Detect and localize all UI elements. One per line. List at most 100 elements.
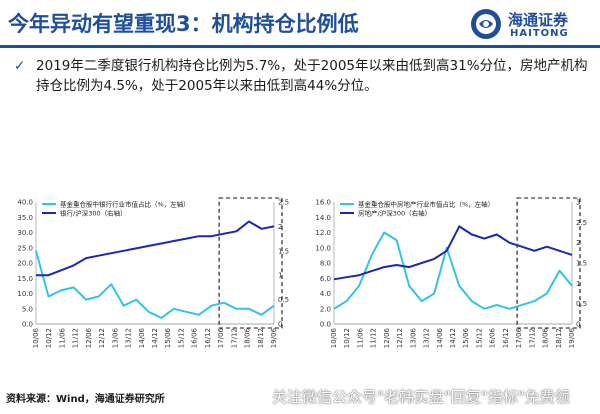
x-tick-group: 17/06: [217, 327, 225, 348]
x-tick-group: 11/12: [72, 328, 80, 348]
x-tick-label: 12/06: [85, 327, 93, 348]
y-right-tick-label: 2.5: [576, 219, 587, 227]
x-tick-label: 11/12: [370, 328, 378, 348]
x-tick-label: 10/06: [32, 327, 40, 348]
x-tick-label: 16/12: [502, 328, 510, 348]
y-right-tick-label: 2: [576, 239, 580, 247]
y-left-tick-label: 12.0: [315, 229, 331, 237]
x-tick-group: 16/12: [502, 328, 510, 348]
x-tick-group: 13/12: [423, 328, 431, 348]
y-right-tick-label: 1.5: [278, 247, 289, 255]
x-tick-group: 12/12: [98, 328, 106, 348]
y-left-tick-label: 25.0: [17, 244, 33, 252]
bank-holding-chart: 0.0 5.0 10.0 15.0 20.0 25.0 30.0 35.0 40.0 0 0.5 1 1…: [2, 188, 302, 358]
x-tick-group: 14/06: [138, 327, 146, 348]
x-tick-group: 15/12: [177, 328, 185, 348]
slide-header: 今年异动有望重现3：机构持仓比例低 海通证券 HAITONG: [0, 0, 600, 48]
x-tick-group: 18/06: [244, 327, 252, 348]
legend-label-1: 房地产/沪深300（右轴）: [358, 209, 431, 218]
x-tick-label: 12/12: [98, 328, 106, 348]
x-tick-label: 15/12: [177, 328, 185, 348]
y-left-tick-label: 10.0: [315, 244, 331, 252]
series-line-1: [333, 225, 573, 281]
y-right-tick-label: 0: [278, 321, 282, 329]
x-tick-label: 13/12: [125, 328, 133, 348]
x-tick-group: 15/06: [164, 327, 172, 348]
x-tick-group: 18/06: [542, 327, 550, 348]
x-tick-group: 15/06: [462, 327, 470, 348]
x-tick-label: 12/06: [383, 327, 391, 348]
x-tick-group: 19/06: [270, 327, 278, 348]
logo-chinese-name: 海通证券: [508, 11, 569, 29]
y-right-tick-label: 3: [576, 199, 580, 207]
company-logo: 海通证券 HAITONG: [470, 8, 598, 42]
y-left-tick-label: 20.0: [17, 260, 33, 268]
x-tick-group: 17/12: [230, 328, 238, 348]
y-right-tick-label: 2: [278, 223, 282, 231]
x-tick-group: 17/06: [515, 327, 523, 348]
x-tick-label: 14/12: [449, 328, 457, 348]
y-right-tick-label: 0: [576, 321, 580, 329]
x-tick-group: 18/12: [257, 328, 265, 348]
title-divider: [0, 45, 600, 48]
x-tick-group: 10/12: [45, 328, 53, 348]
x-tick-group: 13/06: [111, 327, 119, 348]
x-tick-label: 10/12: [343, 328, 351, 348]
x-tick-group: 12/06: [383, 327, 391, 348]
x-tick-label: 11/06: [356, 327, 364, 348]
x-tick-label: 18/06: [542, 327, 550, 348]
y-left-tick-label: 10.0: [17, 290, 33, 298]
y-left-tick-label: 2.0: [320, 305, 331, 313]
highlight-box: [516, 197, 581, 329]
x-tick-label: 13/06: [111, 327, 119, 348]
x-tick-group: 16/06: [489, 327, 497, 348]
y-left-tick-label: 4.0: [320, 290, 331, 298]
y-left-tick-label: 6.0: [320, 275, 331, 283]
x-tick-label: 14/06: [138, 327, 146, 348]
y-right-tick-label: 1.5: [576, 260, 587, 268]
x-tick-label: 18/12: [257, 328, 265, 348]
x-tick-label: 14/06: [436, 327, 444, 348]
x-tick-group: 11/12: [370, 328, 378, 348]
x-tick-group: 17/12: [528, 328, 536, 348]
x-tick-label: 10/12: [45, 328, 53, 348]
logo-english-name: HAITONG: [510, 28, 569, 39]
watermark-text: 关注微信公众号"老韩实盘"回复"指标"免费领: [272, 388, 570, 406]
y-left-tick-label: 0.0: [22, 321, 33, 329]
x-tick-label: 11/12: [72, 328, 80, 348]
series-line-0: [333, 231, 573, 310]
y-left-tick-label: 14.0: [315, 214, 331, 222]
x-tick-label: 17/12: [230, 328, 238, 348]
y-left-tick-label: 5.0: [22, 305, 33, 313]
x-tick-group: 12/06: [85, 327, 93, 348]
x-tick-label: 13/06: [409, 327, 417, 348]
source-note: 资料来源：Wind，海通证券研究所: [6, 394, 165, 405]
legend-label-0: 基金重仓股中房地产行业市值占比（%，左轴）: [358, 200, 494, 209]
x-tick-group: 13/06: [409, 327, 417, 348]
haitong-logo-icon: [471, 9, 501, 39]
x-tick-group: 10/06: [32, 327, 40, 348]
y-left-tick-label: 30.0: [17, 229, 33, 237]
y-left-tick-label: 8.0: [320, 260, 331, 268]
x-tick-label: 17/12: [528, 328, 536, 348]
x-tick-group: 11/06: [58, 327, 66, 348]
x-tick-group: 15/12: [475, 328, 483, 348]
y-right-tick-label: 0.5: [278, 296, 289, 304]
x-tick-label: 18/12: [555, 328, 563, 348]
series-line-1: [36, 220, 275, 277]
x-tick-group: 10/06: [330, 327, 338, 348]
x-tick-label: 16/12: [204, 328, 212, 348]
y-left-tick-label: 15.0: [17, 275, 33, 283]
x-tick-label: 10/06: [330, 327, 338, 348]
x-tick-label: 17/06: [217, 327, 225, 348]
x-tick-label: 15/12: [475, 328, 483, 348]
x-tick-label: 15/06: [462, 327, 470, 348]
x-tick-group: 11/06: [356, 327, 364, 348]
x-tick-label: 16/06: [191, 327, 199, 348]
x-tick-group: 14/12: [151, 328, 159, 348]
slide-title: 今年异动有望重现3：机构持仓比例低: [8, 12, 359, 36]
highlight-box: [218, 197, 283, 329]
x-tick-group: 16/06: [191, 327, 199, 348]
x-tick-group: 16/12: [204, 328, 212, 348]
y-left-tick-label: 40.0: [17, 199, 33, 207]
